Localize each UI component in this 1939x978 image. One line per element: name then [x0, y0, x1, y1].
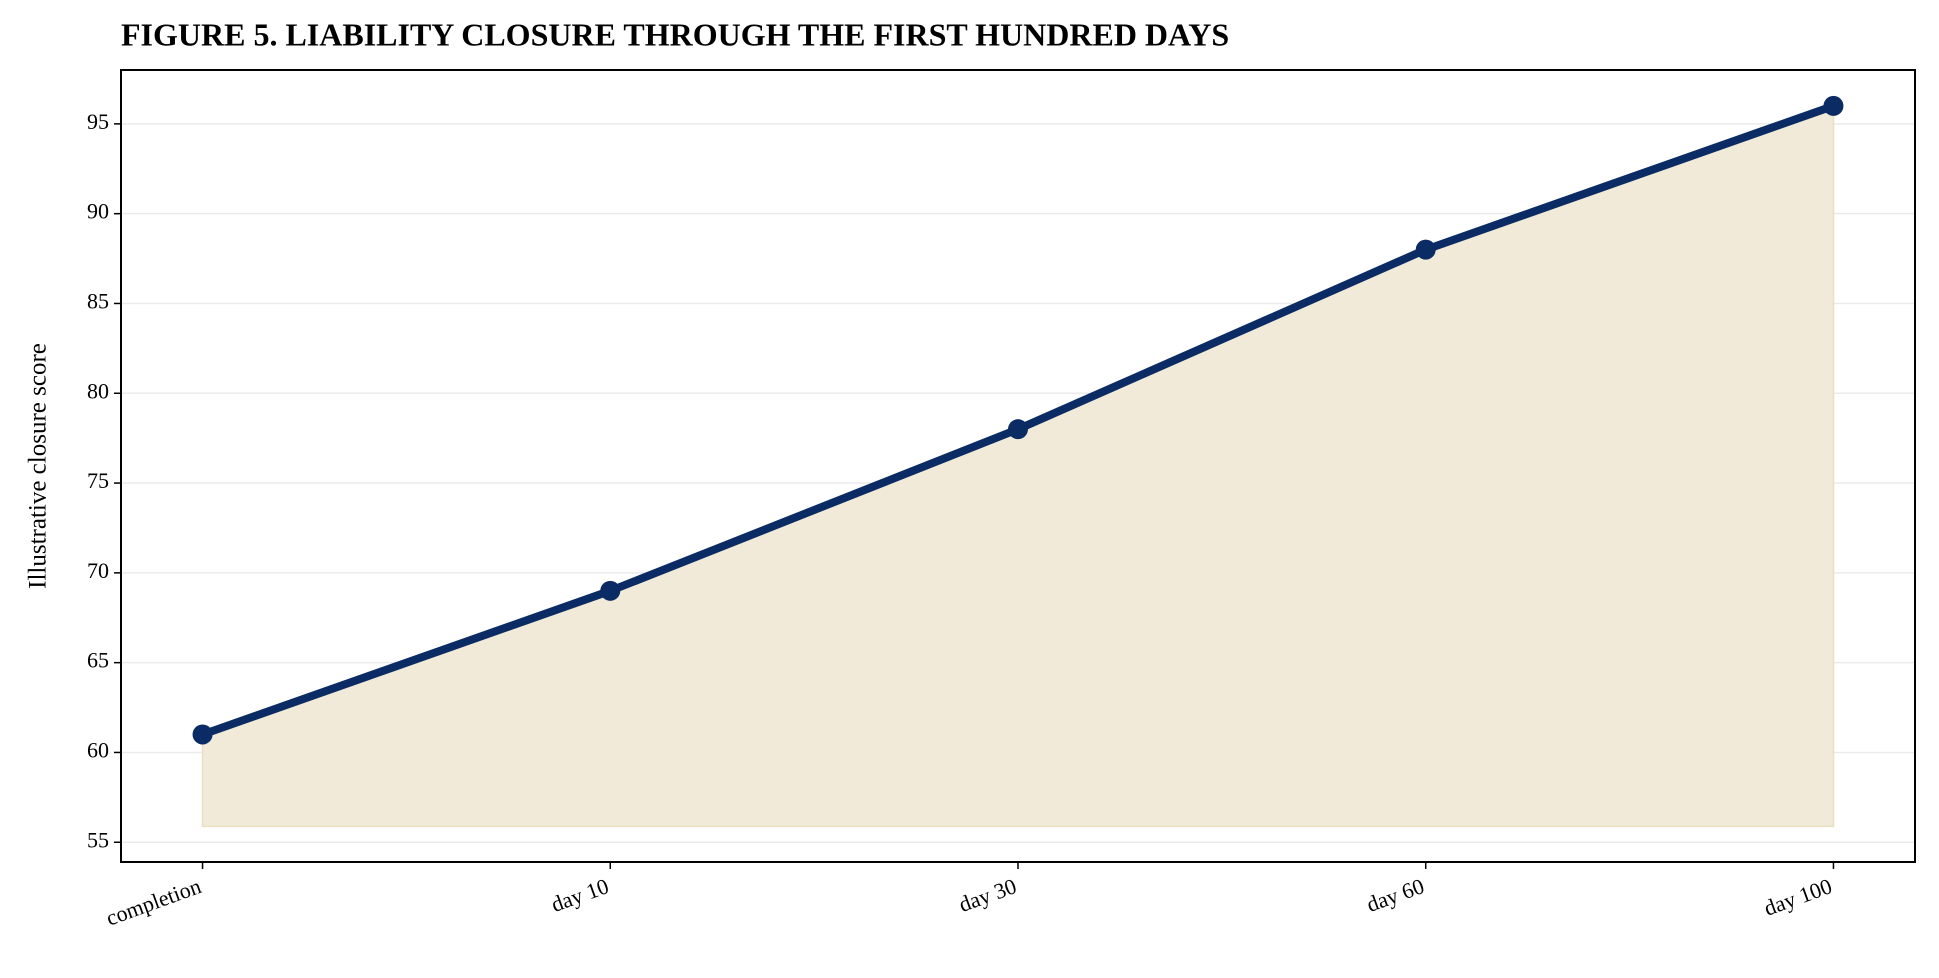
y-tick-label: 55 — [87, 827, 109, 852]
y-tick-label: 60 — [87, 737, 109, 762]
y-tick-label: 95 — [87, 109, 109, 134]
plot-frame — [120, 69, 1916, 863]
x-tick-label: day 10 — [548, 873, 612, 917]
x-tick-label: day 30 — [955, 873, 1019, 917]
x-tick-label: completion — [103, 873, 205, 930]
point — [1008, 419, 1028, 440]
y-tick-label: 70 — [87, 558, 109, 583]
point — [1823, 95, 1844, 116]
y-tick-label: 90 — [87, 199, 109, 224]
point — [600, 580, 621, 601]
x-tick-label: day 100 — [1761, 873, 1836, 921]
y-tick-label: 75 — [87, 468, 109, 493]
y-tick-label: 85 — [87, 289, 109, 314]
y-tick-label: 65 — [87, 648, 109, 673]
y-axis-label: Illustrative closure score — [25, 343, 52, 589]
y-tick-label: 80 — [87, 378, 109, 403]
chart-title: FIGURE 5. LIABILITY CLOSURE THROUGH THE … — [121, 16, 1229, 52]
x-tick-label: day 60 — [1363, 873, 1427, 917]
point — [1415, 239, 1436, 260]
point — [192, 724, 213, 745]
